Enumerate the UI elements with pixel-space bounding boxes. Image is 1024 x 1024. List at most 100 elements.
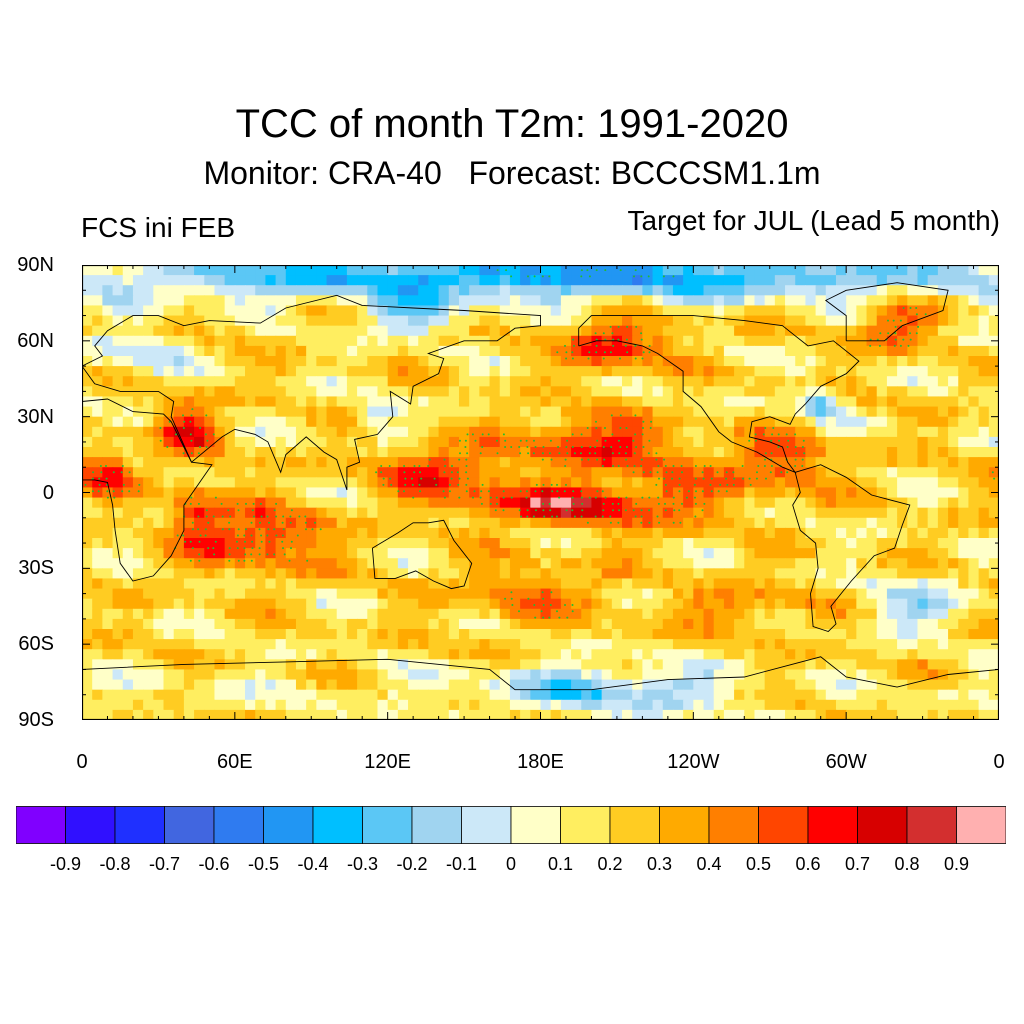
field-cell	[82, 345, 93, 357]
field-cell	[428, 396, 440, 408]
field-cell	[316, 305, 328, 317]
field-cell	[479, 275, 491, 286]
field-cell	[82, 376, 93, 387]
field-cell	[336, 275, 348, 286]
stipple-dot	[764, 458, 766, 461]
field-cell	[357, 669, 368, 681]
field-cell	[550, 406, 562, 418]
field-cell	[927, 679, 939, 691]
field-cell	[856, 659, 868, 671]
field-cell	[132, 376, 144, 387]
field-cell	[397, 356, 409, 367]
field-cell	[723, 345, 735, 357]
field-cell	[163, 548, 175, 559]
colorbar-swatch	[510, 806, 561, 844]
field-cell	[326, 699, 338, 711]
field-cell	[744, 396, 756, 408]
field-cell	[907, 689, 919, 701]
field-cell	[713, 618, 725, 630]
field-cell	[611, 538, 623, 549]
field-cell	[428, 659, 440, 671]
field-cell	[408, 335, 419, 347]
field-cell	[418, 285, 430, 296]
field-cell	[703, 416, 715, 428]
field-cell	[948, 386, 959, 398]
field-cell	[611, 497, 623, 509]
field-cell	[530, 457, 542, 468]
stipple-dot	[595, 269, 598, 272]
field-cell	[153, 406, 165, 418]
stipple-dot	[229, 515, 232, 518]
field-cell	[204, 649, 216, 660]
field-cell	[622, 639, 633, 650]
field-cell	[611, 618, 623, 630]
field-cell	[326, 568, 338, 580]
field-cell	[672, 396, 684, 408]
field-cell	[785, 447, 796, 458]
field-cell	[937, 325, 949, 337]
field-cell	[825, 689, 837, 701]
field-cell	[316, 578, 328, 590]
field-cell	[458, 386, 470, 398]
stipple-dot	[122, 483, 125, 486]
field-cell	[540, 477, 552, 489]
field-cell	[581, 335, 593, 347]
stipple-dot	[594, 452, 597, 455]
field-cell	[683, 669, 694, 681]
colorbar-swatch	[659, 806, 710, 844]
field-cell	[204, 386, 216, 398]
field-cell	[458, 608, 470, 620]
field-cell	[357, 709, 368, 720]
field-cell	[336, 709, 348, 720]
stipple-dot	[612, 344, 615, 347]
field-cell	[713, 457, 725, 468]
field-cell	[479, 507, 491, 519]
field-cell	[306, 629, 317, 640]
field-cell	[499, 366, 511, 377]
field-cell	[428, 295, 440, 307]
field-cell	[795, 406, 807, 418]
field-cell	[886, 558, 898, 569]
field-cell	[377, 376, 389, 387]
field-cell	[744, 356, 756, 367]
field-cell	[438, 285, 450, 296]
field-cell	[927, 578, 939, 590]
field-cell	[611, 376, 623, 387]
field-cell	[927, 426, 939, 438]
field-cell	[387, 335, 399, 347]
field-cell	[132, 639, 144, 650]
field-cell	[499, 345, 511, 357]
field-cell	[968, 265, 980, 276]
field-cell	[428, 689, 440, 701]
colorbar-swatch	[263, 806, 314, 844]
field-cell	[275, 578, 287, 590]
field-cell	[744, 416, 756, 428]
field-cell	[224, 639, 236, 650]
stipple-dot	[184, 540, 187, 543]
field-cell	[122, 305, 134, 317]
field-cell	[499, 305, 511, 317]
field-cell	[958, 649, 970, 660]
field-cell	[632, 578, 643, 590]
field-cell	[275, 558, 287, 569]
field-cell	[540, 649, 552, 660]
field-cell	[754, 447, 766, 458]
field-cell	[591, 325, 603, 337]
field-cell	[927, 356, 939, 367]
field-cell	[754, 548, 766, 559]
field-cell	[927, 558, 939, 569]
stipple-dot	[204, 534, 207, 537]
field-cell	[224, 629, 236, 640]
field-cell	[734, 366, 745, 377]
field-cell	[357, 538, 368, 549]
field-cell	[672, 406, 684, 418]
field-cell	[265, 699, 277, 711]
field-cell	[948, 558, 959, 569]
field-cell	[774, 608, 786, 620]
field-cell	[306, 426, 317, 438]
stipple-dot	[693, 483, 696, 486]
field-cell	[82, 356, 93, 367]
field-cell	[825, 477, 837, 489]
field-cell	[245, 629, 256, 640]
field-cell	[509, 649, 521, 660]
